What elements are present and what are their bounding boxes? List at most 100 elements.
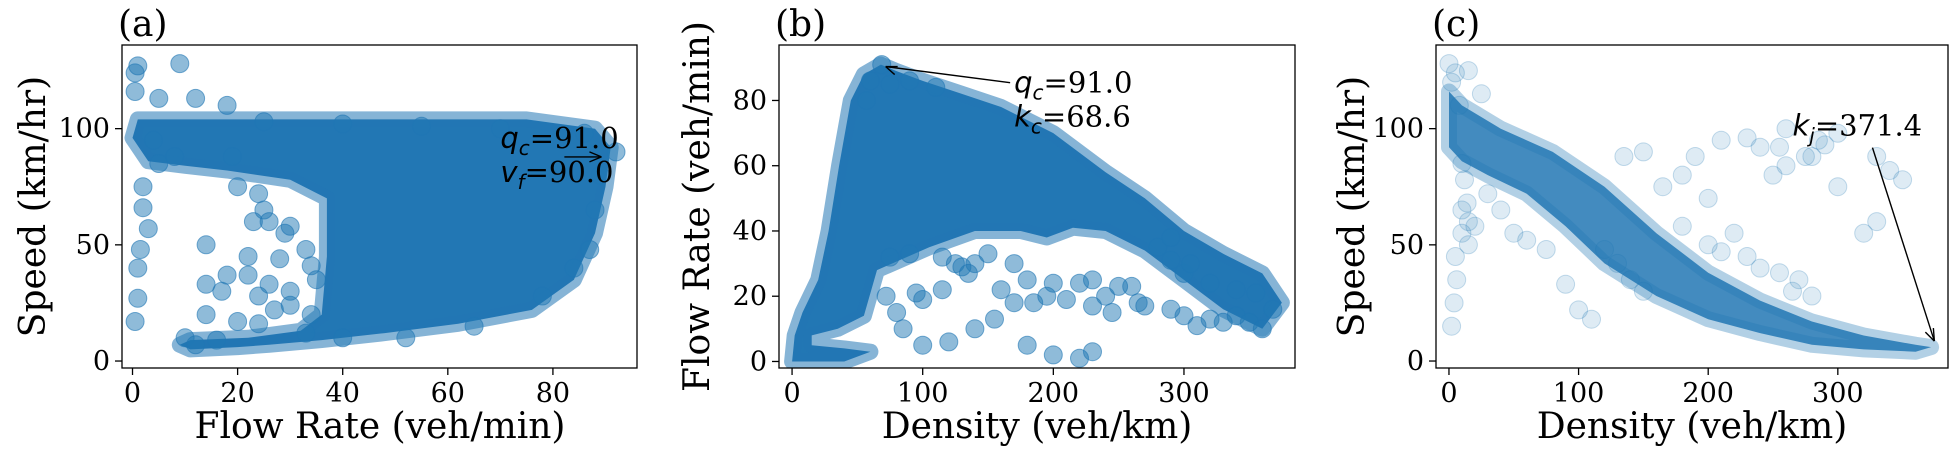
scatter-point — [1672, 165, 1692, 185]
scatter-point — [900, 71, 920, 91]
scatter-point — [1582, 309, 1601, 329]
scatter-point — [270, 249, 290, 269]
x-tick-label: 100 — [897, 378, 949, 409]
scatter-point — [1698, 235, 1718, 255]
scatter-point — [1880, 161, 1900, 180]
scatter-point — [125, 82, 145, 101]
annotation-text: qc=91.0 — [1014, 66, 1132, 105]
plot-area — [124, 54, 626, 358]
scatter-point — [958, 263, 978, 283]
scatter-point — [306, 270, 326, 290]
scatter-dense-series-0 — [124, 111, 619, 358]
y-tick-label: 100 — [58, 114, 110, 145]
scatter-point — [580, 240, 600, 259]
scatter-point — [1458, 235, 1478, 255]
scatter-point — [606, 142, 626, 162]
scatter-point — [1569, 300, 1589, 320]
scatter-point — [186, 335, 206, 355]
scatter-point — [149, 88, 169, 108]
scatter-point — [196, 305, 216, 325]
scatter-point — [1808, 130, 1828, 150]
y-tick-label: 100 — [1372, 114, 1424, 145]
annotation: kj=371.4 — [1792, 109, 1936, 342]
scatter-point — [1252, 319, 1272, 339]
scatter-point — [170, 54, 190, 74]
scatter-point — [133, 177, 153, 197]
scatter-point — [1770, 137, 1789, 157]
scatter-point — [1504, 223, 1524, 243]
scatter-point — [1556, 274, 1576, 294]
x-tick-label: 200 — [1682, 378, 1734, 409]
scatter-point — [1449, 95, 1469, 115]
x-tick-label: 0 — [783, 378, 800, 409]
scatter-point — [872, 55, 892, 75]
panel-a: 0 20 40 60 80 0 50 100 Flow Rate (veh/min) Speed … — [13, 4, 638, 447]
y-axis-label: Flow Rate (veh/min) — [677, 21, 718, 392]
scatter-point — [857, 91, 876, 110]
y-axis-label: Speed (km/hr) — [1332, 76, 1373, 337]
scatter-point — [1083, 342, 1102, 362]
scatter-point — [1828, 123, 1848, 143]
scatter-point — [532, 286, 552, 306]
scatter-point — [1770, 263, 1789, 283]
panel-label: (a) — [118, 4, 168, 45]
y-tick-label: 0 — [1407, 346, 1424, 377]
scatter-point — [133, 198, 153, 218]
x-tick-label: 80 — [536, 378, 570, 409]
scatter-point — [1672, 216, 1692, 236]
scatter-point — [1802, 147, 1822, 166]
scatter-point — [1815, 135, 1835, 155]
y-tick-label: 80 — [733, 85, 767, 116]
annotation-arrow — [1871, 147, 1936, 342]
scatter-point — [1867, 147, 1887, 166]
scatter-point — [1161, 250, 1181, 270]
plot-area — [1439, 54, 1940, 360]
scatter-point — [196, 274, 216, 294]
scatter-dense-series-0 — [784, 56, 1290, 368]
scatter-point — [1614, 147, 1634, 166]
scatter-point — [217, 95, 237, 115]
scatter-point — [1135, 296, 1155, 316]
scatter-point — [880, 74, 900, 94]
axes-frame — [1435, 44, 1949, 369]
scatter-point — [860, 71, 880, 91]
scatter-point — [1737, 128, 1757, 148]
x-tick-label: 0 — [124, 378, 141, 409]
plot-area — [784, 55, 1290, 368]
scatter-point — [128, 288, 148, 308]
scatter-point — [564, 258, 584, 278]
scatter-point — [217, 265, 237, 285]
scatter-point — [1096, 286, 1116, 306]
scatter-point — [1148, 237, 1168, 257]
x-tick-label: 60 — [431, 378, 465, 409]
scatter-point — [1633, 281, 1653, 301]
scatter-point — [887, 303, 907, 322]
scatter-point — [1200, 273, 1220, 293]
scatter-point — [165, 147, 185, 166]
scatter-point — [1174, 306, 1194, 326]
x-tick-label: 100 — [1553, 378, 1605, 409]
y-tick-label: 0 — [750, 346, 767, 377]
axes-frame — [778, 44, 1296, 369]
scatter-point — [1458, 61, 1478, 81]
scatter-point — [333, 114, 353, 134]
annotation-text: kc=68.6 — [1014, 100, 1131, 139]
scatter-point — [1043, 345, 1063, 365]
scatter-point — [1452, 223, 1472, 243]
scatter-point — [939, 332, 959, 352]
scatter-point — [1439, 54, 1459, 74]
scatter-point — [333, 328, 353, 348]
scatter-point — [1083, 270, 1102, 290]
scatter-point — [1633, 142, 1653, 162]
scatter-point — [138, 219, 158, 239]
scatter-point — [490, 119, 510, 139]
scatter-point — [1685, 147, 1705, 166]
y-tick-label: 20 — [733, 281, 767, 312]
scatter-point — [1478, 184, 1498, 204]
scatter-point — [1854, 223, 1874, 243]
scatter-point — [1737, 247, 1757, 266]
annotation-arrowhead — [1924, 328, 1936, 342]
scatter-point — [1783, 281, 1802, 301]
scatter-point — [1802, 286, 1822, 306]
